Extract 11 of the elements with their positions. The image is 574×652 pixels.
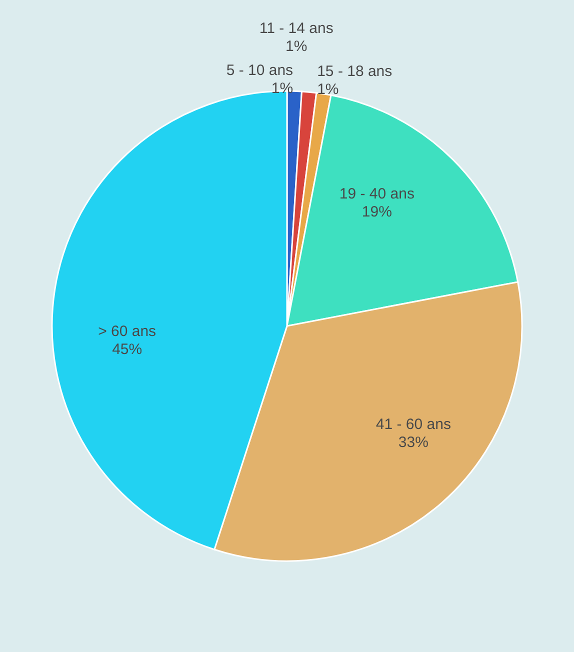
slice-label: 5 - 10 ans — [226, 62, 294, 80]
slice-label: 11 - 14 ans — [259, 20, 334, 38]
slice-label: 19 - 40 ans — [339, 186, 414, 203]
data-label: 45% — [112, 341, 142, 358]
slice-label: > 60 ans — [98, 323, 156, 340]
data-label: 19% — [362, 204, 392, 221]
data-label: 1% — [317, 81, 339, 98]
slice-label: 41 - 60 ans — [376, 416, 451, 434]
data-label: 1% — [286, 38, 308, 56]
slice-label: 15 - 18 ans — [317, 63, 392, 80]
data-label: 33% — [398, 434, 428, 452]
